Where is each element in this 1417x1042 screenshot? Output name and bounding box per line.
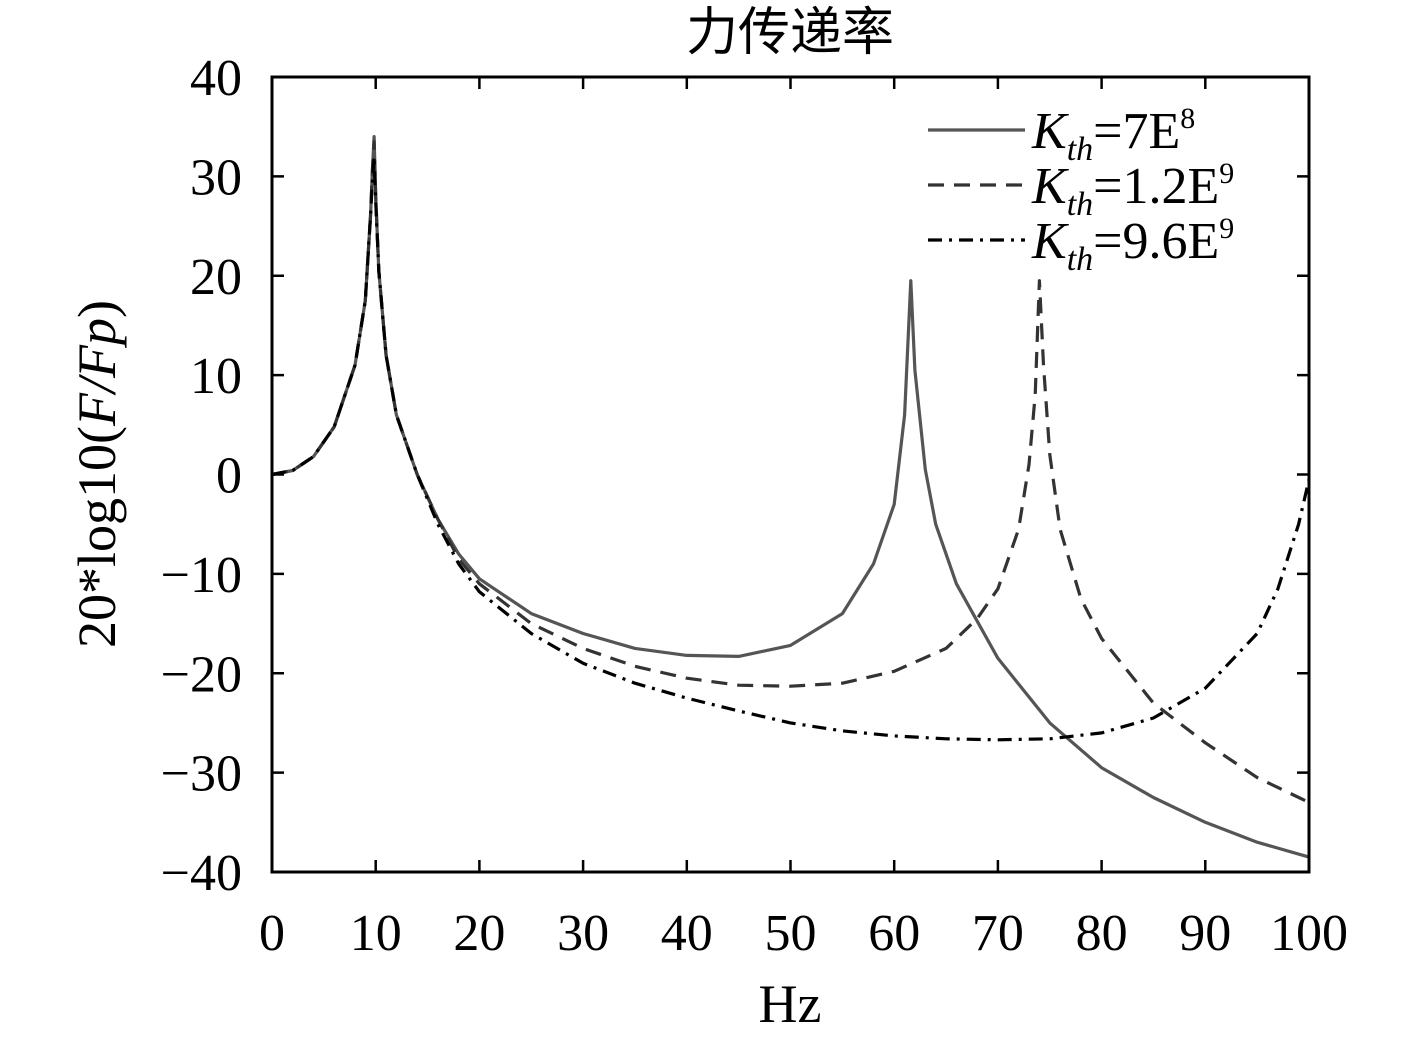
- legend-subscript: th: [1067, 186, 1093, 223]
- y-tick-label: −20: [161, 646, 242, 703]
- y-tick-label: 40: [190, 50, 242, 107]
- legend-superscript: 8: [1180, 102, 1195, 135]
- x-tick-label: 80: [1076, 905, 1128, 962]
- y-axis-title-prefix: 20*log10(: [67, 426, 127, 648]
- y-tick-label: 10: [190, 348, 242, 405]
- legend-subscript: th: [1067, 131, 1093, 168]
- x-tick-label: 100: [1270, 905, 1348, 962]
- series-line-k12e9: [271, 140, 1310, 804]
- y-tick-label: 20: [190, 249, 242, 306]
- chart-title: 力传递率: [686, 3, 894, 63]
- x-tick-label: 50: [765, 905, 817, 962]
- legend-equals: =7E: [1093, 103, 1180, 160]
- x-axis-title: Hz: [759, 974, 822, 1034]
- y-tick-label: −40: [161, 845, 242, 902]
- series-line-k96e9: [271, 154, 1311, 742]
- x-tick-label: 40: [661, 905, 713, 962]
- legend-superscript: 9: [1219, 157, 1234, 190]
- x-tick-label: 30: [557, 905, 609, 962]
- legend-symbol: K: [1031, 158, 1069, 215]
- y-axis-title: 20*log10(F/Fp): [67, 300, 127, 648]
- legend-superscript: 9: [1219, 212, 1234, 245]
- legend-label-k7e8: Kth=7E8: [1031, 102, 1195, 168]
- legend-symbol: K: [1031, 213, 1069, 270]
- x-tick-label: 20: [453, 905, 505, 962]
- x-axis: 0 10 20 30 40 50 60 70 80 90 100: [259, 77, 1348, 962]
- legend-subscript: th: [1067, 241, 1093, 278]
- y-tick-label: 30: [190, 149, 242, 206]
- y-tick-label: −10: [161, 547, 242, 604]
- legend-symbol: K: [1031, 103, 1069, 160]
- legend-equals: =1.2E: [1093, 158, 1219, 215]
- y-tick-label: −30: [161, 746, 242, 803]
- legend-label-k12e9: Kth=1.2E9: [1031, 157, 1234, 223]
- x-tick-label: 10: [350, 905, 402, 962]
- y-axis: 40 30 20 10 0 −10 −20 −30 −40: [161, 50, 1309, 902]
- plot-area: [271, 135, 1311, 859]
- legend-label-k96e9: Kth=9.6E9: [1031, 212, 1234, 278]
- y-axis-title-suffix: ): [67, 300, 127, 318]
- y-axis-title-italic: F/Fp: [67, 318, 127, 427]
- x-tick-label: 0: [259, 905, 285, 962]
- x-tick-label: 60: [868, 905, 920, 962]
- x-tick-label: 90: [1179, 905, 1231, 962]
- legend-equals: =9.6E: [1093, 213, 1219, 270]
- y-tick-label: 0: [216, 448, 242, 505]
- x-tick-label: 70: [972, 905, 1024, 962]
